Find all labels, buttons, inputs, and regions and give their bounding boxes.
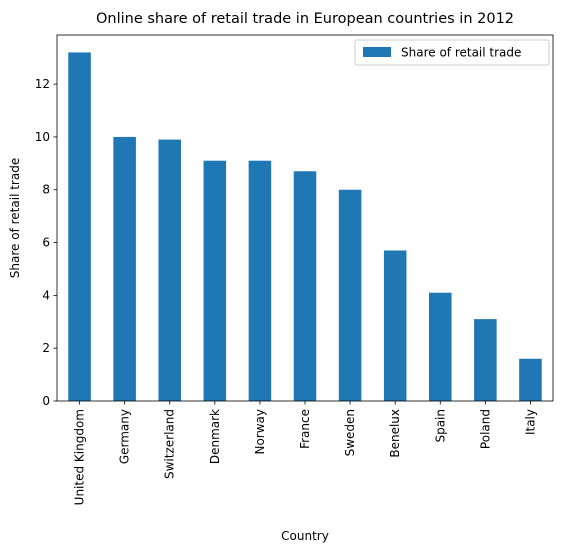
x-tick-label: Sweden [343,409,357,456]
x-tick-label: Norway [253,409,267,455]
bar-france [293,171,317,401]
x-axis: United Kingdom Germany Switzerland Denmark N… [73,401,537,505]
bars-group [68,52,542,402]
bar-italy [519,358,542,401]
x-tick-label: Germany [118,409,132,464]
bar-benelux [383,250,407,401]
bar-germany [113,136,136,402]
legend: Share of retail trade [354,39,550,66]
x-tick-label: Poland [478,409,492,449]
x-tick-label: Benelux [388,409,402,458]
x-tick-label: United Kingdom [73,409,87,505]
y-tick-label: 12 [35,77,50,91]
y-tick-label: 6 [42,236,50,250]
y-axis-label: Share of retail trade [8,158,22,278]
chart-title: Online share of retail trade in European… [96,11,514,27]
y-tick-label: 4 [42,288,50,302]
y-tick-label: 10 [35,130,50,144]
plot-frame [56,34,554,402]
x-tick-label: Denmark [208,409,222,464]
bar-united-kingdom [68,52,91,402]
bar-denmark [203,160,227,401]
x-tick-label: Switzerland [163,409,177,479]
x-axis-label: Country [281,529,329,543]
bar-spain [429,292,452,401]
x-tick-label: Italy [523,409,537,435]
legend-frame [354,39,550,66]
x-tick-label: France [298,409,312,449]
y-axis: 0 2 4 6 8 10 12 [35,77,57,408]
legend-swatch [363,47,391,57]
x-tick-label: Spain [433,409,447,443]
legend-label: Share of retail trade [401,46,521,60]
y-tick-label: 8 [42,183,50,197]
y-tick-label: 0 [42,394,50,408]
bar-switzerland [158,139,181,402]
bar-norway [248,160,272,401]
bar-poland [474,319,497,401]
y-tick-label: 2 [42,341,50,355]
bar-sweden [338,189,362,401]
